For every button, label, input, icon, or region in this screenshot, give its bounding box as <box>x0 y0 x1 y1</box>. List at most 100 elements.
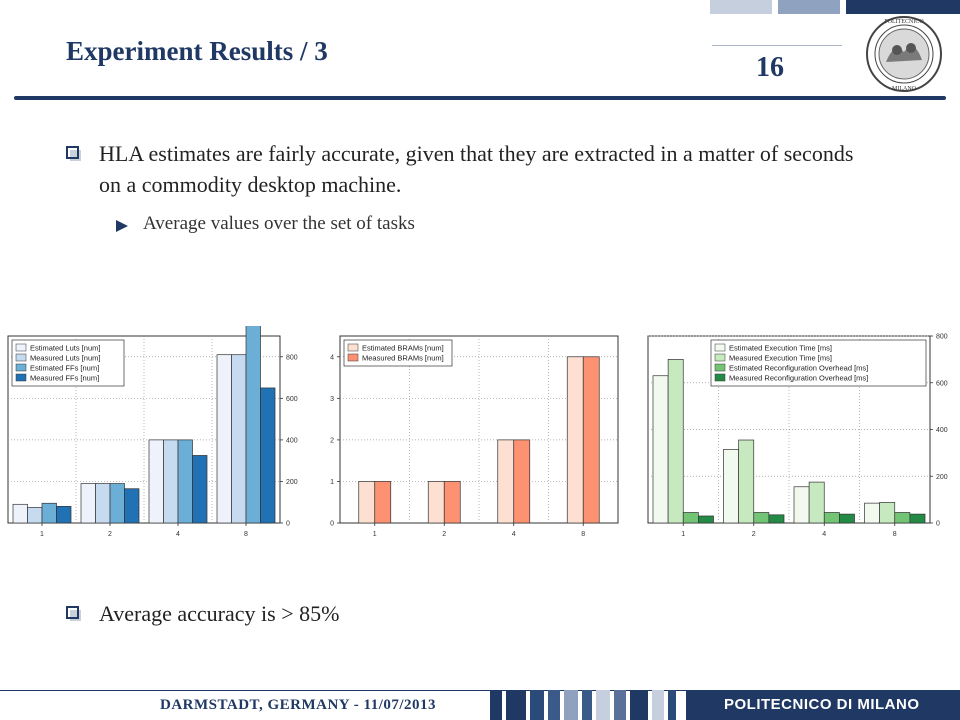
bar <box>723 449 739 524</box>
y-tick-label: 0 <box>330 521 334 528</box>
bar <box>177 439 193 524</box>
legend-swatch <box>714 343 726 352</box>
bar <box>698 515 714 524</box>
legend-swatch <box>15 373 27 382</box>
x-tick-label: 1 <box>373 531 377 538</box>
bar <box>513 439 531 524</box>
footer-brand: POLITECNICO DI MILANO <box>724 696 920 713</box>
chart-exec-time-svg: 0 200 400 600 800 1 2 4 8 Estimated Execution Tim… <box>647 334 948 538</box>
y-tick-label: 1 <box>330 479 334 486</box>
footer-rule <box>0 690 960 691</box>
legend-label: Estimated Execution Time [ms] <box>729 344 832 353</box>
bar <box>768 514 785 524</box>
legend-swatch <box>15 353 27 362</box>
legend-swatch <box>347 343 359 352</box>
bar <box>823 512 840 524</box>
y-tick-label: 0 <box>936 521 940 528</box>
bar <box>427 481 445 524</box>
bar <box>682 512 699 524</box>
legend-label: Measured BRAMs [num] <box>362 354 444 363</box>
bar <box>95 483 111 524</box>
bar <box>27 507 43 524</box>
sub-bullet-text: Average values over the set of tasks <box>143 213 415 234</box>
y-tick-label: 200 <box>936 474 948 481</box>
y-tick-label: 600 <box>286 396 298 403</box>
chart-luts-ffs-svg: 0 200 400 600 800 1 2 4 8 Estimated Luts [num]Mea… <box>7 326 298 538</box>
page-number-rule <box>712 45 842 46</box>
legend-label: Measured Luts [num] <box>30 354 100 363</box>
bar <box>192 455 208 524</box>
svg-text:MILANO: MILANO <box>892 86 917 92</box>
legend-swatch <box>714 363 726 372</box>
legend-label: Measured Reconfiguration Overhead [ms] <box>729 374 868 383</box>
x-tick-label: 1 <box>681 531 685 538</box>
bar <box>667 359 684 524</box>
bar <box>374 481 392 524</box>
legend-swatch <box>15 363 27 372</box>
slide-title: Experiment Results / 3 <box>66 36 328 66</box>
x-tick-label: 8 <box>581 531 585 538</box>
y-tick-label: 400 <box>286 437 298 444</box>
bar <box>497 439 515 524</box>
legend-box <box>11 339 125 387</box>
legend-label: Estimated Luts [num] <box>30 344 100 353</box>
legend: Estimated BRAMs [num]Measured BRAMs [num… <box>343 339 453 367</box>
bar <box>909 513 926 524</box>
x-tick-label: 8 <box>893 531 897 538</box>
x-tick-label: 4 <box>822 531 826 538</box>
legend-box <box>710 339 927 387</box>
x-tick-label: 4 <box>176 531 180 538</box>
y-tick-label: 0 <box>286 521 290 528</box>
legend-swatch <box>15 343 27 352</box>
bar <box>879 502 896 524</box>
title-underline <box>14 96 946 100</box>
legend: Estimated Execution Time [ms]Measured Ex… <box>710 339 927 387</box>
bar <box>738 439 755 524</box>
bar <box>582 356 600 524</box>
x-tick-label: 4 <box>512 531 516 538</box>
footer-bar <box>490 690 960 720</box>
bar <box>808 481 825 524</box>
y-tick-label: 4 <box>330 354 334 361</box>
legend-label: Estimated BRAMs [num] <box>362 344 444 353</box>
y-tick-label: 200 <box>286 479 298 486</box>
checkbox-bullet-icon <box>66 146 81 161</box>
legend-label: Estimated Reconfiguration Overhead [ms] <box>729 364 868 373</box>
chart-exec-time: 0 200 400 600 800 1 2 4 8 Estimated Execution Tim… <box>635 326 960 541</box>
footer-event: DARMSTADT, GERMANY - 11/07/2013 <box>160 697 437 713</box>
university-seal-logo: POLITECNICO MILANO <box>866 16 942 92</box>
bar <box>652 375 669 524</box>
bar <box>753 512 770 524</box>
bar <box>839 513 855 524</box>
chart-brams-svg: 0 1 2 3 4 1 2 4 8 Estimated BRAMs [num]Measured B… <box>330 335 619 538</box>
legend: Estimated Luts [num]Measured Luts [num]E… <box>11 339 125 387</box>
x-tick-label: 8 <box>244 531 248 538</box>
chart-luts-ffs: 0 200 400 600 800 1 2 4 8 Estimated Luts [num] Mea… <box>0 326 318 541</box>
bar <box>864 502 880 524</box>
bar <box>358 481 376 524</box>
legend-label: Estimated FFs [num] <box>30 364 99 373</box>
bar <box>231 354 247 524</box>
bar <box>894 512 911 524</box>
bar <box>163 439 179 524</box>
y-tick-label: 600 <box>936 380 948 387</box>
bar <box>124 488 140 524</box>
bar <box>216 354 232 524</box>
x-tick-label: 2 <box>752 531 756 538</box>
bullet-text: Average accuracy is > 85% <box>99 601 340 626</box>
bar <box>109 483 125 524</box>
arrow-bullet-icon <box>116 220 128 232</box>
bar <box>148 439 164 524</box>
x-tick-label: 2 <box>108 531 112 538</box>
legend-swatch <box>347 353 359 362</box>
bar <box>41 502 57 524</box>
y-tick-label: 800 <box>286 354 298 361</box>
y-tick-label: 3 <box>330 396 334 403</box>
legend-label: Measured Execution Time [ms] <box>729 354 832 363</box>
x-tick-label: 1 <box>40 531 44 538</box>
bar <box>80 483 96 524</box>
bullet-text: HLA estimates are fairly accurate, given… <box>99 141 854 197</box>
checkbox-bullet-icon <box>66 606 81 621</box>
bar <box>793 486 810 524</box>
x-tick-label: 2 <box>442 531 446 538</box>
